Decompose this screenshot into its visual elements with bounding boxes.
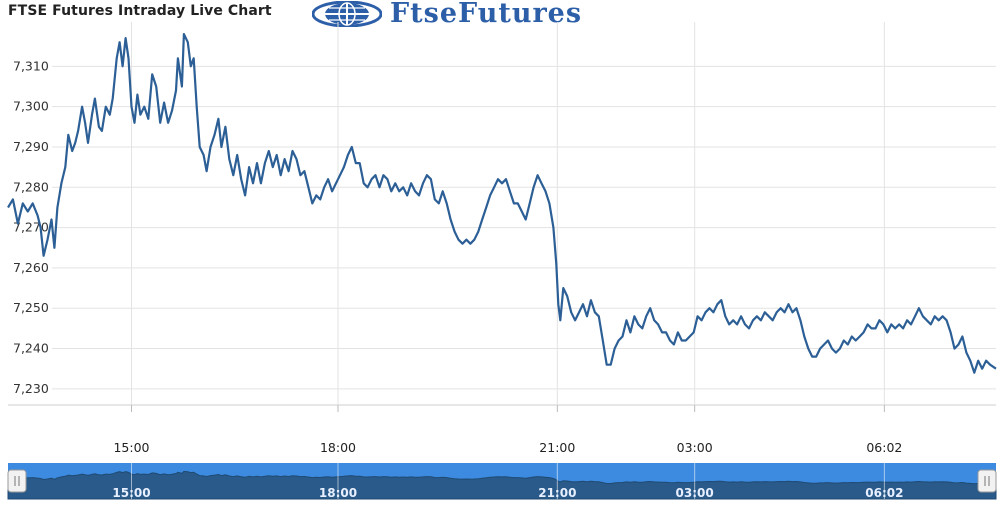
navigator-tick-label: 15:00 xyxy=(112,486,150,500)
chart-title: FTSE Futures Intraday Live Chart xyxy=(8,3,272,19)
price-line-series xyxy=(7,33,997,374)
y-tick-label: 7,280 xyxy=(13,179,49,194)
grid-lines xyxy=(8,22,996,406)
x-tick-label: 18:00 xyxy=(320,440,356,455)
navigator-area xyxy=(7,470,997,500)
navigator-tick-label: 21:00 xyxy=(538,486,576,500)
navigator-tick-label: 03:00 xyxy=(676,486,714,500)
brand-logo[interactable]: FtseFutures xyxy=(312,0,582,28)
y-tick-label: 7,240 xyxy=(13,341,49,356)
y-tick-label: 7,260 xyxy=(13,260,49,275)
y-tick-label: 7,290 xyxy=(13,139,49,154)
y-tick-label: 7,300 xyxy=(13,99,49,114)
x-tick-label: 06:02 xyxy=(866,440,902,455)
x-axis-ticks: 15:00 18:00 21:00 03:00 06:02 xyxy=(113,405,902,455)
navigator-ticks: 15:00 18:00 21:00 03:00 06:02 xyxy=(112,463,903,500)
navigator-right-handle[interactable] xyxy=(977,469,997,493)
x-tick-label: 03:00 xyxy=(677,440,713,455)
navigator-tick-label: 18:00 xyxy=(319,486,357,500)
x-tick-label: 21:00 xyxy=(539,440,575,455)
y-axis-ticks: 7,2307,2407,2507,2607,2707,2807,2907,300… xyxy=(13,58,49,396)
navigator-left-handle[interactable] xyxy=(7,469,27,493)
y-tick-label: 7,230 xyxy=(13,381,49,396)
navigator-tick-label: 06:02 xyxy=(865,486,903,500)
y-tick-label: 7,250 xyxy=(13,300,49,315)
y-tick-label: 7,310 xyxy=(13,58,49,73)
brand-name: FtseFutures xyxy=(390,0,583,29)
x-tick-label: 15:00 xyxy=(113,440,149,455)
range-navigator[interactable]: 15:00 18:00 21:00 03:00 06:02 xyxy=(7,463,997,500)
globe-logo-icon xyxy=(312,1,382,27)
